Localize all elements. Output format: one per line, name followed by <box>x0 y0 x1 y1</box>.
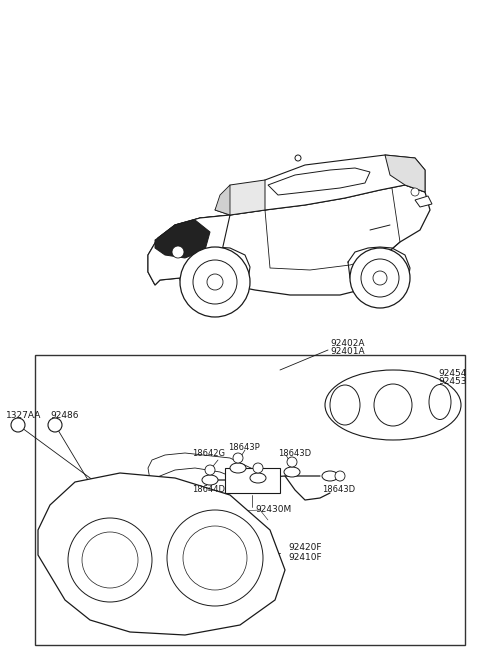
Polygon shape <box>155 220 210 258</box>
Text: 92410F: 92410F <box>288 553 322 561</box>
Circle shape <box>295 155 301 161</box>
Polygon shape <box>38 473 285 635</box>
Polygon shape <box>230 155 425 215</box>
Polygon shape <box>268 168 370 195</box>
Text: 1327AA: 1327AA <box>6 411 41 419</box>
Text: 18644D: 18644D <box>192 485 225 495</box>
Circle shape <box>253 463 263 473</box>
Circle shape <box>48 418 62 432</box>
Ellipse shape <box>250 473 266 483</box>
Circle shape <box>167 510 263 606</box>
Circle shape <box>193 260 237 304</box>
Polygon shape <box>415 196 432 207</box>
Text: 92402A: 92402A <box>330 339 364 348</box>
Text: 18643D: 18643D <box>278 449 311 457</box>
Text: 92453: 92453 <box>438 377 467 386</box>
Circle shape <box>233 453 243 463</box>
Ellipse shape <box>284 467 300 477</box>
Ellipse shape <box>322 471 338 481</box>
Circle shape <box>350 248 410 308</box>
Text: 92486: 92486 <box>50 411 79 419</box>
Circle shape <box>287 457 297 467</box>
Text: 92401A: 92401A <box>330 346 365 356</box>
Text: 18643P: 18643P <box>228 443 260 453</box>
Ellipse shape <box>429 384 451 419</box>
Circle shape <box>335 471 345 481</box>
Polygon shape <box>148 185 430 295</box>
Polygon shape <box>385 155 425 192</box>
Circle shape <box>68 518 152 602</box>
Circle shape <box>82 532 138 588</box>
Circle shape <box>205 465 215 475</box>
Text: 92420F: 92420F <box>288 544 322 553</box>
Circle shape <box>183 526 247 590</box>
Polygon shape <box>215 185 230 215</box>
Ellipse shape <box>330 385 360 425</box>
Circle shape <box>361 259 399 297</box>
Text: 18643D: 18643D <box>322 485 355 495</box>
Circle shape <box>172 246 184 258</box>
Polygon shape <box>148 215 230 285</box>
Ellipse shape <box>374 384 412 426</box>
Bar <box>225 468 280 493</box>
Polygon shape <box>215 180 265 215</box>
Bar <box>35 355 465 645</box>
Text: 92430M: 92430M <box>255 506 291 514</box>
Ellipse shape <box>325 370 461 440</box>
Circle shape <box>180 247 250 317</box>
Circle shape <box>411 188 419 196</box>
Text: 18642G: 18642G <box>192 449 225 457</box>
Circle shape <box>11 418 25 432</box>
Circle shape <box>207 274 223 290</box>
Ellipse shape <box>202 475 218 485</box>
Text: 92454: 92454 <box>438 369 467 377</box>
Circle shape <box>373 271 387 285</box>
Ellipse shape <box>230 463 246 473</box>
